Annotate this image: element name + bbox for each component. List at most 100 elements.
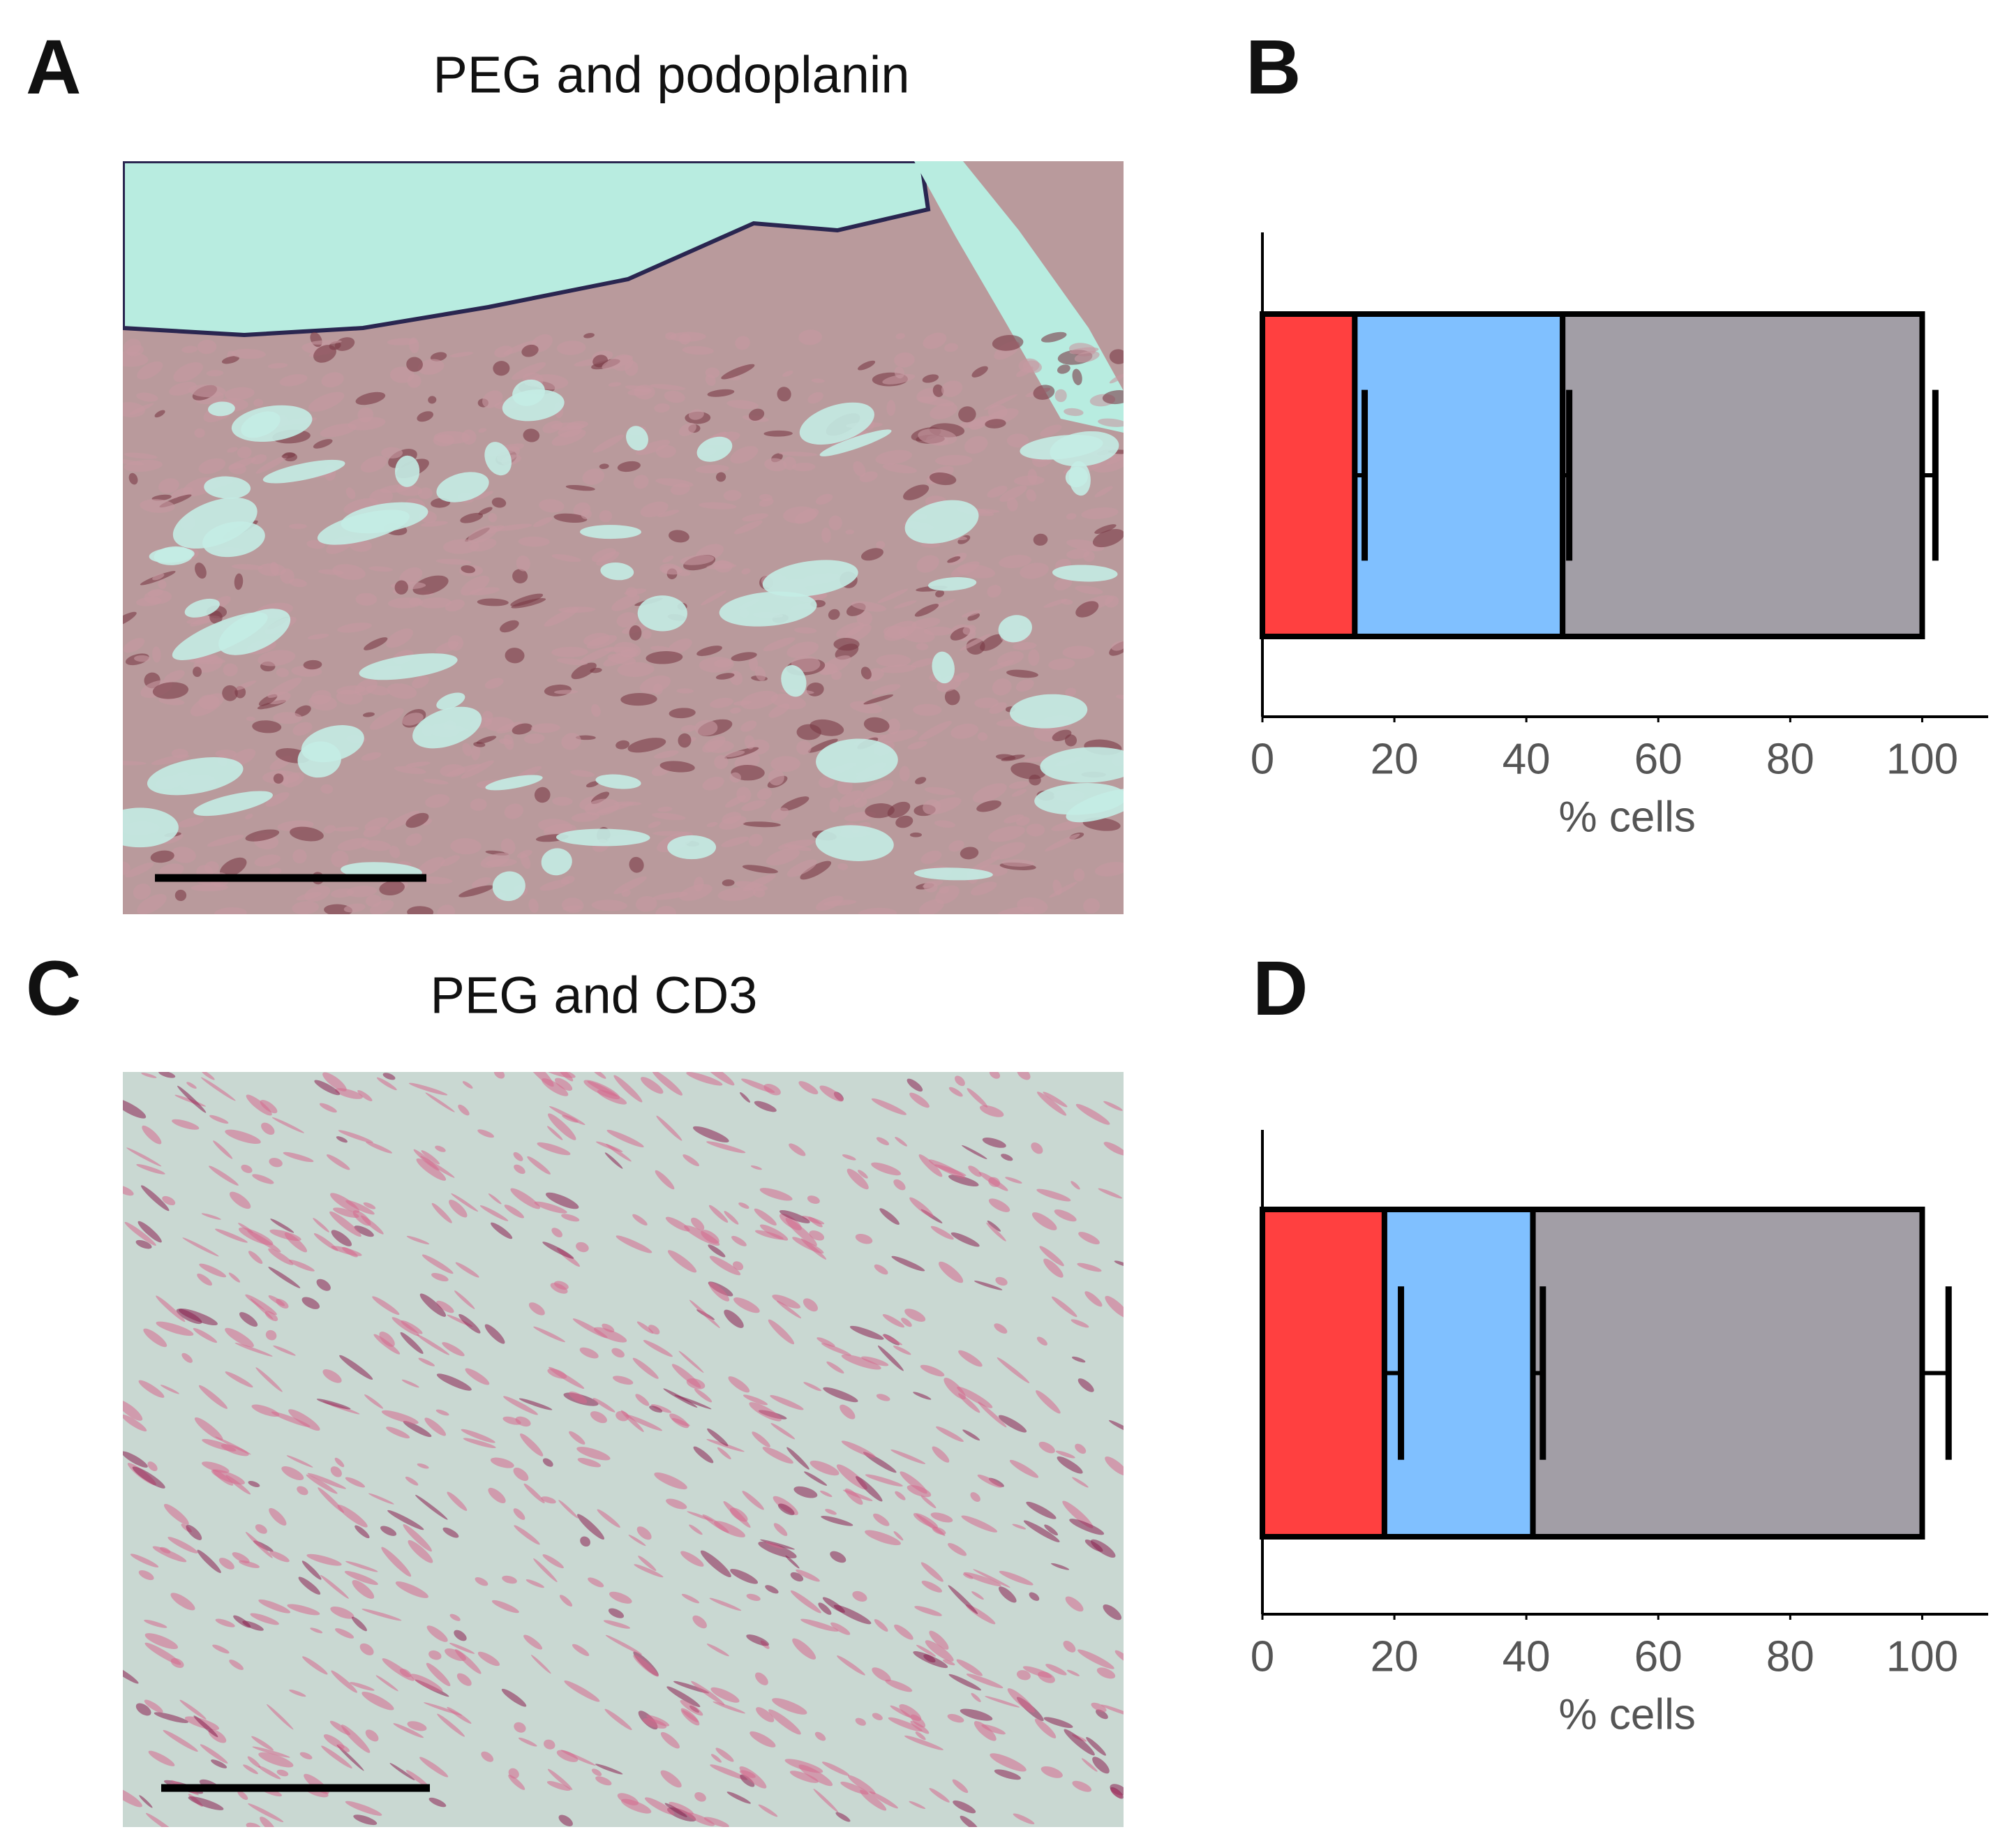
cell — [724, 1211, 739, 1225]
cell — [770, 807, 789, 821]
cell — [123, 1785, 142, 1808]
cell — [352, 1580, 375, 1599]
cell — [171, 847, 196, 863]
cell — [209, 611, 223, 624]
cell — [579, 646, 614, 664]
micrograph-background — [123, 1072, 1124, 1827]
cell — [330, 1466, 342, 1477]
cell — [516, 849, 532, 858]
cell — [819, 1085, 844, 1102]
cell — [248, 1803, 284, 1822]
cell — [1033, 533, 1048, 546]
cell — [225, 1475, 251, 1495]
cell — [233, 1615, 251, 1628]
cell — [355, 593, 378, 606]
x-tick-label: 100 — [1886, 1632, 1958, 1681]
cell — [744, 735, 755, 750]
cell — [621, 889, 631, 897]
cell — [276, 1769, 289, 1777]
cell — [379, 1332, 395, 1347]
cell — [958, 1393, 980, 1413]
cell — [924, 787, 956, 796]
cell — [286, 1455, 313, 1468]
cell — [158, 697, 185, 706]
cell — [853, 797, 867, 808]
cell — [366, 1141, 393, 1154]
cell — [298, 1577, 321, 1595]
cell — [948, 1175, 979, 1187]
cell — [629, 625, 642, 641]
cell — [974, 1281, 1003, 1290]
cell — [853, 461, 866, 477]
cell — [229, 1191, 251, 1209]
cell — [879, 1208, 900, 1225]
cell — [302, 1656, 328, 1675]
cell — [273, 1345, 296, 1356]
cell — [749, 1402, 782, 1422]
cell — [307, 1473, 346, 1489]
cell — [754, 1101, 777, 1112]
cell — [909, 1197, 934, 1218]
cell — [530, 723, 560, 733]
cell — [723, 490, 742, 501]
cell — [123, 402, 145, 417]
cell — [858, 360, 876, 371]
cell — [894, 1624, 913, 1640]
cell — [665, 331, 677, 341]
cell — [415, 1494, 448, 1520]
cell — [807, 738, 838, 753]
cell — [872, 1667, 891, 1682]
cell — [841, 1354, 881, 1370]
cell — [793, 1486, 818, 1498]
cell — [194, 1417, 223, 1441]
cell — [754, 1208, 777, 1226]
cell — [646, 651, 683, 664]
cell — [907, 740, 927, 750]
cell — [597, 1509, 620, 1528]
cell — [724, 1309, 744, 1328]
cell — [193, 666, 202, 678]
cell — [179, 1699, 207, 1720]
cell — [193, 1327, 218, 1343]
cell — [273, 773, 284, 784]
cell — [956, 1659, 983, 1676]
space — [904, 500, 979, 544]
cell — [890, 1449, 926, 1464]
cell — [998, 1415, 1027, 1433]
cell — [484, 1324, 505, 1344]
cell — [389, 366, 415, 383]
cell — [605, 1634, 642, 1655]
cell — [1105, 595, 1119, 608]
cell — [613, 801, 642, 806]
cell — [525, 1579, 544, 1588]
cell — [523, 733, 545, 744]
cell — [1057, 364, 1071, 374]
cell — [209, 1165, 239, 1186]
cell — [958, 1350, 983, 1367]
cell — [1101, 1704, 1124, 1716]
cell — [901, 1318, 912, 1327]
cell — [152, 646, 161, 663]
cell — [710, 1754, 722, 1763]
cell — [746, 1593, 761, 1601]
cell — [133, 884, 151, 900]
cell — [695, 464, 729, 474]
cell — [218, 1558, 234, 1570]
cell — [542, 1078, 569, 1096]
cell — [655, 906, 676, 914]
cell — [195, 562, 207, 579]
cell — [553, 513, 588, 523]
cell — [462, 743, 472, 757]
cell — [652, 892, 689, 900]
cell — [987, 585, 1001, 598]
cell — [1006, 497, 1018, 512]
cell — [947, 556, 961, 563]
cell — [393, 1723, 424, 1738]
cell — [1081, 507, 1119, 519]
cell — [895, 333, 905, 340]
cell — [935, 590, 944, 597]
cell — [920, 1495, 937, 1509]
cell — [783, 506, 817, 523]
cell — [707, 389, 735, 397]
cell — [882, 373, 916, 385]
